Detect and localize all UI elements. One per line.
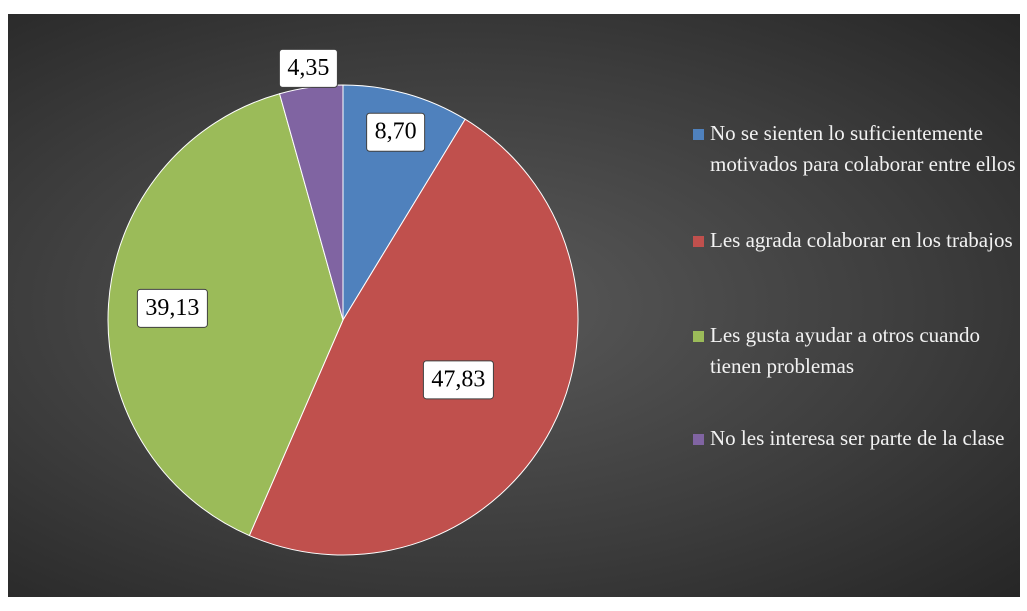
pie-slice <box>248 118 579 556</box>
data-label-box <box>278 48 338 88</box>
legend-swatch <box>693 434 704 445</box>
legend-swatch <box>693 331 704 342</box>
data-label-box <box>366 112 426 152</box>
legend-label: Les gusta ayudar a otros cuando tienen p… <box>710 323 980 378</box>
data-label: 39,13 <box>145 295 199 321</box>
data-label-box <box>422 360 494 400</box>
data-label: 47,83 <box>431 366 485 392</box>
legend-swatch <box>693 129 704 140</box>
data-label: 8,70 <box>375 119 417 145</box>
legend-entry: Les agrada colaborar en los trabajos <box>693 225 1027 256</box>
legend-entry: No se sienten lo suficientemente motivad… <box>693 118 1027 180</box>
legend-label: No les interesa ser parte de la clase <box>710 426 1005 450</box>
legend-swatch <box>693 236 704 247</box>
data-label-box <box>136 288 208 328</box>
pie-slice <box>107 93 344 537</box>
legend-label: Les agrada colaborar en los trabajos <box>710 228 1013 252</box>
data-label: 4,35 <box>287 55 329 81</box>
legend-entry: No les interesa ser parte de la clase <box>693 423 1027 454</box>
legend-entry: Les gusta ayudar a otros cuando tienen p… <box>693 320 1027 382</box>
legend-label: No se sienten lo suficientemente motivad… <box>710 121 1016 176</box>
